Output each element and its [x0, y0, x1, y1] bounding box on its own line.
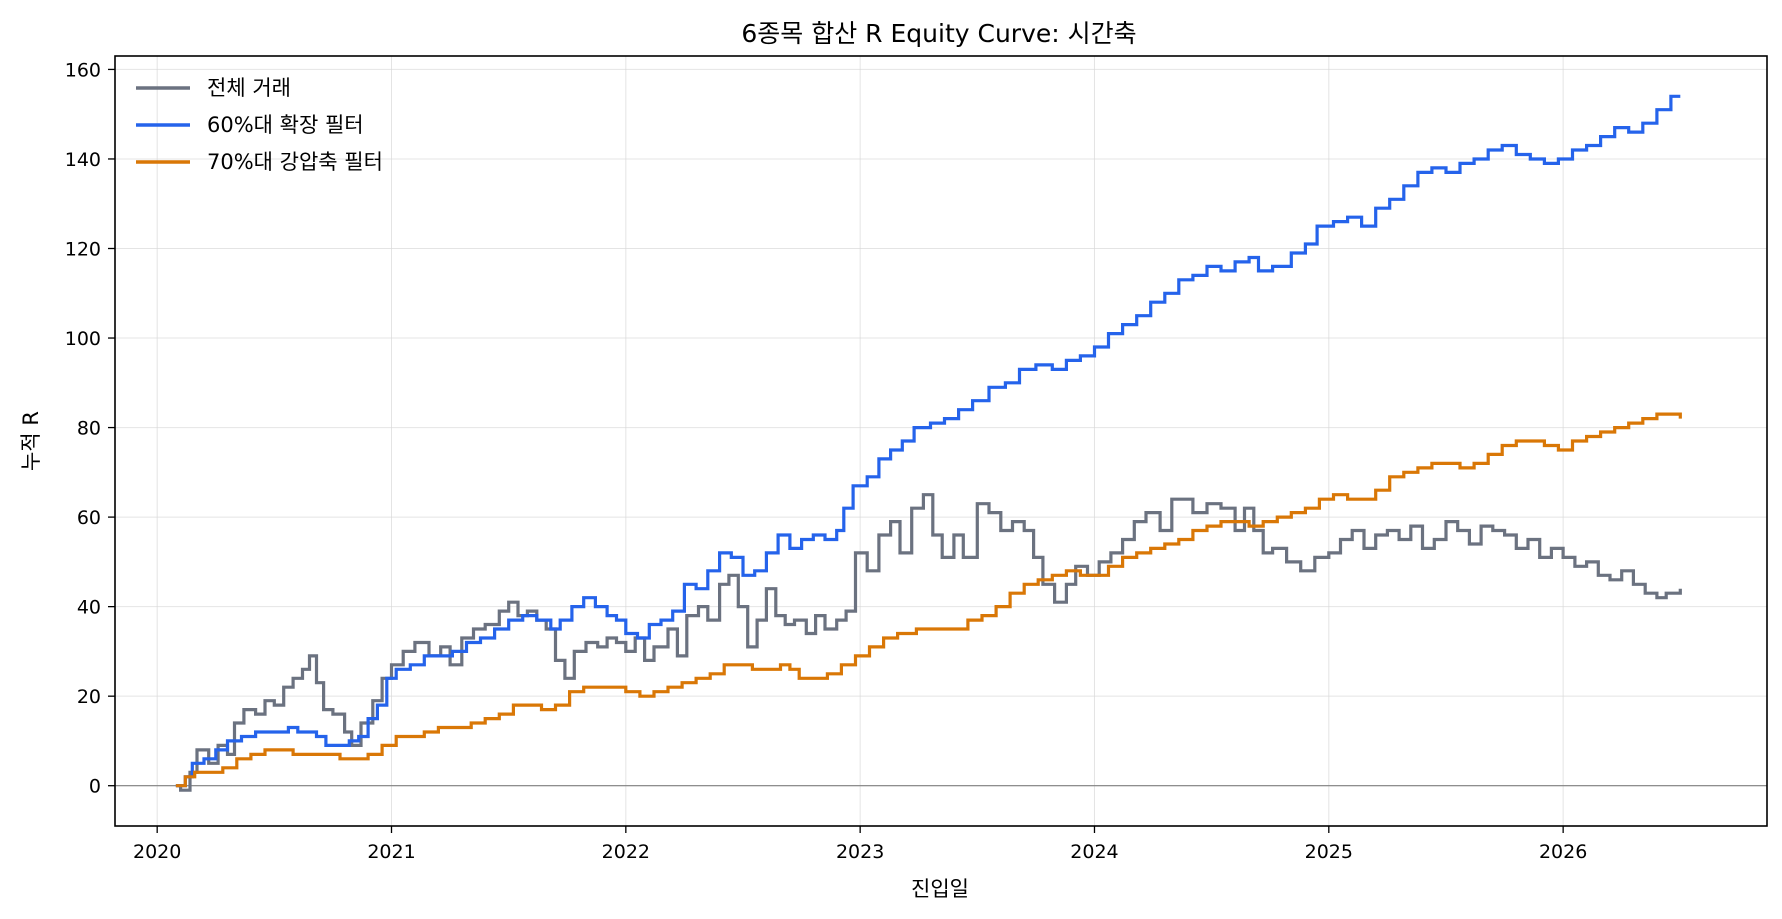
series-line	[175, 412, 1682, 788]
y-tick-label: 140	[65, 149, 101, 171]
chart-title: 6종목 합산 R Equity Curve: 시간축	[741, 19, 1136, 48]
x-tick-label: 2023	[836, 841, 884, 863]
series-line	[175, 94, 1681, 788]
y-axis-label: 누적 R	[19, 411, 43, 471]
legend-entry: 70%대 강압축 필터	[207, 150, 383, 174]
y-tick-label: 40	[77, 597, 101, 619]
x-tick-label: 2020	[133, 841, 181, 863]
legend-entry: 60%대 확장 필터	[207, 113, 364, 137]
y-tick-label: 120	[65, 239, 101, 261]
x-axis-ticks: 2020 2021 2022 2023 2024 2025 2026	[133, 826, 1587, 863]
series-lines	[175, 94, 1682, 792]
y-tick-label: 60	[77, 507, 101, 529]
legend-entry: 전체 거래	[207, 76, 291, 100]
y-tick-label: 100	[65, 328, 101, 350]
x-tick-label: 2022	[602, 841, 650, 863]
x-tick-label: 2026	[1539, 841, 1587, 863]
y-axis-ticks: 0 20 40 60 80 100 120 140 160	[65, 59, 115, 798]
x-axis-label: 진입일	[911, 877, 969, 901]
legend: 전체 거래 60%대 확장 필터 70%대 강압축 필터	[136, 76, 383, 174]
y-tick-label: 160	[65, 59, 101, 81]
x-tick-label: 2024	[1070, 841, 1118, 863]
y-tick-label: 0	[89, 776, 101, 798]
grid	[115, 56, 1767, 826]
y-tick-label: 80	[77, 418, 101, 440]
y-tick-label: 20	[77, 686, 101, 708]
series-line	[175, 493, 1682, 792]
x-tick-label: 2021	[367, 841, 415, 863]
x-tick-label: 2025	[1305, 841, 1353, 863]
plot-area-frame	[114, 55, 1768, 827]
